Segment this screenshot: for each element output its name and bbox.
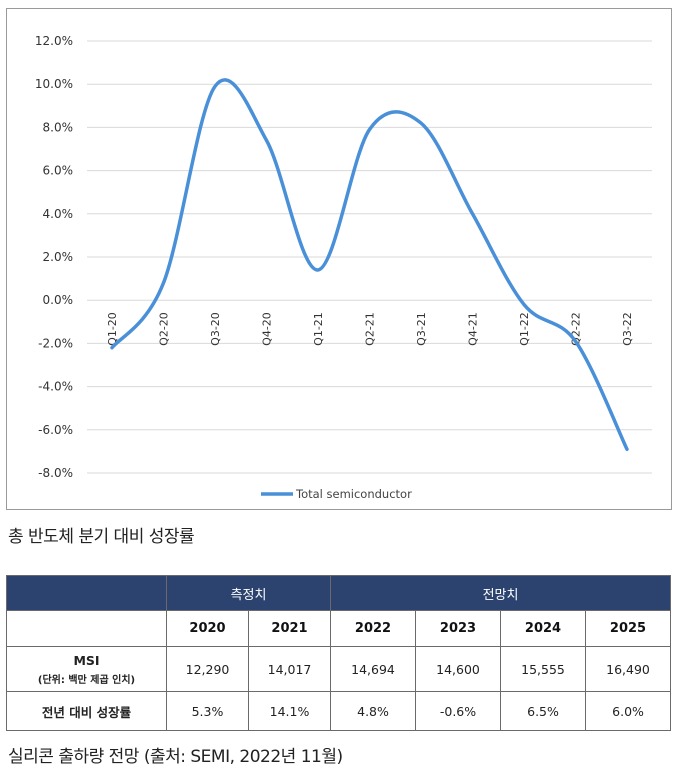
table-cell: 12,290 <box>166 646 249 692</box>
y-tick-label: 8.0% <box>43 120 74 134</box>
y-tick-label: -6.0% <box>38 423 73 437</box>
x-tick-label: Q4-21 <box>467 312 480 346</box>
year-header: 2024 <box>500 610 587 647</box>
table-row-growth: 전년 대비 성장률 5.3% 14.1% 4.8% -0.6% 6.5% 6.0… <box>6 691 672 731</box>
table-cell: 16,490 <box>585 646 672 692</box>
y-tick-label: 4.0% <box>43 207 74 221</box>
forecast-header: 전망치 <box>330 575 672 611</box>
year-header-row: 2020 2021 2022 2023 2024 2025 <box>6 610 672 647</box>
row-sublabel: (단위: 백만 제곱 인치) <box>37 674 136 686</box>
silicon-shipment-table-wrap: 측정치 전망치 2020 2021 2022 2023 2024 2025 MS… <box>6 575 672 731</box>
x-tick-label: Q3-20 <box>209 312 222 346</box>
year-corner-cell <box>6 610 167 647</box>
year-header: 2025 <box>585 610 672 647</box>
y-tick-label: -2.0% <box>38 336 73 350</box>
line-chart: 12.0% 10.0% 8.0% 6.0% 4.0% 2.0% 0.0% -2.0% -4.0%… <box>35 34 652 501</box>
group-header-row: 측정치 전망치 <box>6 575 672 611</box>
legend: Total semiconductor <box>261 487 412 501</box>
table-cell: 14,694 <box>330 646 417 692</box>
year-header: 2020 <box>166 610 249 647</box>
gridlines <box>87 40 652 474</box>
x-tick-label: Q2-21 <box>364 312 377 346</box>
row-label-growth: 전년 대비 성장률 <box>6 691 167 731</box>
year-header: 2023 <box>415 610 502 647</box>
legend-label: Total semiconductor <box>295 487 412 501</box>
silicon-shipment-table: 측정치 전망치 2020 2021 2022 2023 2024 2025 MS… <box>6 575 672 731</box>
chart-frame: 12.0% 10.0% 8.0% 6.0% 4.0% 2.0% 0.0% -2.0% -4.0%… <box>6 8 672 510</box>
x-tick-label: Q4-20 <box>261 312 274 346</box>
x-tick-label: Q1-20 <box>106 312 119 346</box>
x-tick-label: Q2-20 <box>158 312 171 346</box>
y-tick-label: -4.0% <box>38 380 73 394</box>
y-tick-label: 12.0% <box>35 34 73 48</box>
y-tick-label: 0.0% <box>43 293 74 307</box>
year-header: 2021 <box>247 610 332 647</box>
table-cell: 6.0% <box>585 691 672 731</box>
table-row-msi: MSI (단위: 백만 제곱 인치) 12,290 14,017 14,694 … <box>6 646 672 692</box>
y-tick-label: 2.0% <box>43 250 74 264</box>
y-tick-label: 6.0% <box>43 164 74 178</box>
x-tick-label: Q1-22 <box>518 312 531 346</box>
corner-cell <box>6 575 167 611</box>
row-label-msi: MSI (단위: 백만 제곱 인치) <box>6 646 167 692</box>
year-header: 2022 <box>330 610 417 647</box>
table-cell: 15,555 <box>500 646 587 692</box>
measured-header: 측정치 <box>165 575 332 611</box>
series-layer <box>110 78 629 451</box>
table-cell: 14,600 <box>415 646 502 692</box>
series-line-total-semiconductor <box>110 78 629 451</box>
y-axis-ticks: 12.0% 10.0% 8.0% 6.0% 4.0% 2.0% 0.0% -2.0% -4.0%… <box>35 34 73 480</box>
x-axis-ticks: Q1-20 Q2-20 Q3-20 Q4-20 Q1-21 Q2-21 Q3-21 Q4-21… <box>106 312 634 346</box>
table-cell: 5.3% <box>166 691 249 731</box>
y-tick-label: 10.0% <box>35 77 73 91</box>
table-cell: 4.8% <box>330 691 417 731</box>
row-label-text: MSI <box>73 652 100 668</box>
x-tick-label: Q3-22 <box>621 312 634 346</box>
table-caption: 실리콘 출하량 전망 (출처: SEMI, 2022년 11월) <box>8 747 343 767</box>
y-tick-label: -8.0% <box>38 466 73 480</box>
x-tick-label: Q1-21 <box>312 312 325 346</box>
table-cell: -0.6% <box>415 691 502 731</box>
chart-caption: 총 반도체 분기 대비 성장률 <box>8 527 195 547</box>
table-cell: 6.5% <box>500 691 587 731</box>
x-tick-label: Q3-21 <box>415 312 428 346</box>
table-cell: 14.1% <box>247 691 332 731</box>
table-cell: 14,017 <box>247 646 332 692</box>
